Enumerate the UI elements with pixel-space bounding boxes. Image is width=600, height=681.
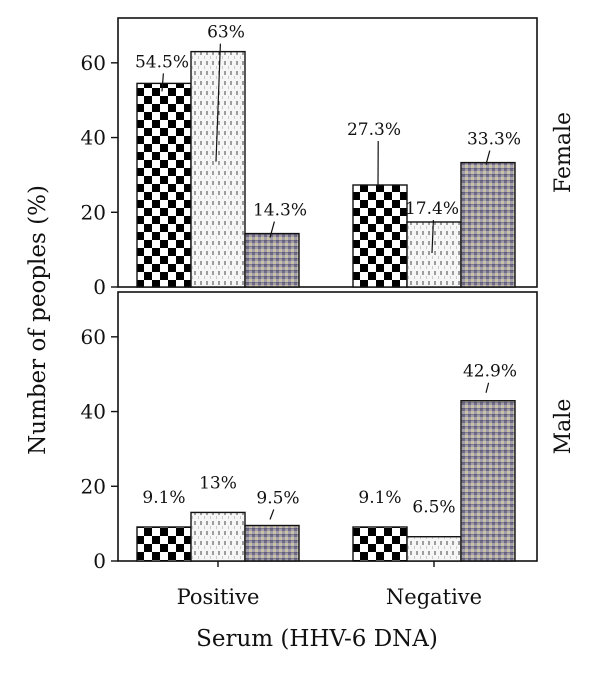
x-category-label: Positive: [177, 585, 260, 609]
bar-male-checker-negative: [352, 526, 408, 562]
data-label: 6.5%: [412, 498, 455, 518]
data-label-leader: [215, 43, 221, 162]
data-label: 54.5%: [135, 52, 189, 72]
data-label: 13%: [199, 473, 237, 493]
bar-female-dashed-negative: [406, 221, 462, 288]
data-label: 14.3%: [253, 201, 307, 221]
y-tick-label: 20: [81, 200, 106, 224]
data-label: 42.9%: [463, 362, 517, 382]
bar-female-dashed-positive: [190, 50, 246, 288]
data-label: 33.3%: [467, 130, 521, 150]
bar-female-grid-positive: [244, 232, 300, 288]
panel-frame: [117, 17, 538, 288]
bar-female-checker-negative: [352, 184, 408, 288]
y-tick-label: 0: [93, 549, 106, 573]
data-label: 9.1%: [358, 488, 401, 508]
y-tick-label: 0: [93, 275, 106, 299]
data-label-leader: [269, 509, 275, 520]
bar-female-grid-negative: [460, 161, 516, 288]
bar-male-checker-positive: [136, 526, 192, 562]
x-axis-title: Serum (HHV-6 DNA): [196, 626, 438, 652]
bar-male-grid-negative: [460, 400, 516, 562]
panel-frame: [117, 291, 538, 562]
panel-label-female: Female: [551, 112, 576, 193]
data-label: 17.4%: [405, 199, 459, 219]
bar-female-checker-positive: [136, 82, 192, 288]
y-tick-label: 40: [81, 126, 106, 150]
bar-male-grid-positive: [244, 524, 300, 562]
data-label-leader: [161, 73, 164, 92]
y-tick-label: 20: [81, 474, 106, 498]
y-tick-label: 40: [81, 400, 106, 424]
panel-male: 0 20 40 60 9.1% 9.1% 13% 6.5% 9.5% 42.9% Male: [81, 291, 576, 573]
data-label-leader: [485, 382, 490, 393]
bar-male-dashed-negative: [406, 536, 462, 562]
bar-male-dashed-positive: [190, 511, 246, 562]
y-tick-label: 60: [81, 51, 106, 75]
panels: 0 20 40 60 54.5% 27.3% 63% 17.4% 14.3% 33.3% Femal…: [81, 17, 576, 609]
panel-female: 0 20 40 60 54.5% 27.3% 63% 17.4% 14.3% 33.3% Femal…: [81, 17, 576, 299]
data-label: 27.3%: [347, 120, 401, 140]
data-label: 9.5%: [256, 489, 299, 509]
x-category-label: Negative: [386, 585, 482, 609]
y-axis-title: Number of peoples (%): [25, 185, 51, 455]
y-tick-label: 60: [81, 325, 106, 349]
panel-label-male: Male: [551, 399, 576, 455]
data-label-leader: [269, 221, 275, 238]
data-label-leader: [431, 219, 434, 254]
data-label-leader: [485, 150, 491, 165]
data-label: 63%: [207, 23, 245, 43]
data-label: 9.1%: [142, 488, 185, 508]
